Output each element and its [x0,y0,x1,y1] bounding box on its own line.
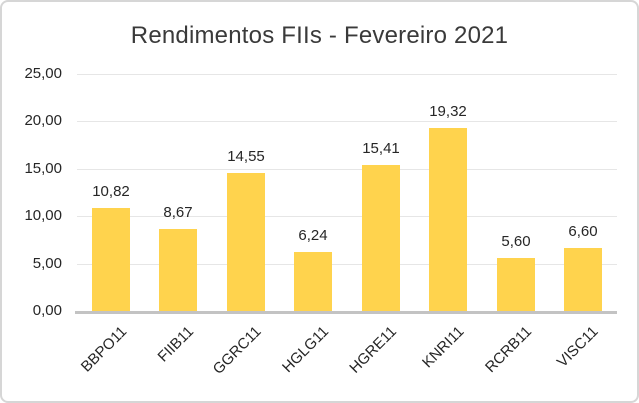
bar-RCRB11[interactable] [497,258,535,311]
bar-value-label: 14,55 [227,148,265,165]
y-tick-label: 15,00 [24,160,62,177]
bar-HGLG11[interactable] [294,252,332,311]
y-tick-label: 20,00 [24,112,62,129]
y-tick-label: 10,00 [24,207,62,224]
x-category-label: HGLG11 [278,323,333,377]
x-category-label: HGRE11 [346,323,401,377]
bar-FIIB11[interactable] [159,229,197,311]
chart-title: Rendimentos FIIs - Fevereiro 2021 [130,22,509,49]
gridline [77,264,617,265]
bar-value-label: 5,60 [501,233,531,250]
gridline [77,169,617,170]
bar-VISC11[interactable] [564,248,602,311]
x-category-label: FIIB11 [154,323,198,366]
gridline [77,121,617,122]
x-category-label: RCRB11 [481,323,536,377]
x-category-label: VISC11 [554,323,603,371]
y-tick-label: 0,00 [32,302,62,319]
y-tick-label: 5,00 [32,255,62,272]
bar-BBPO11[interactable] [92,208,130,311]
bar-value-label: 6,60 [568,223,598,240]
bar-value-label: 15,41 [362,140,400,157]
x-axis-line [75,311,617,314]
x-category-label: GGRC11 [210,323,266,378]
y-tick-label: 25,00 [24,65,62,82]
bar-HGRE11[interactable] [362,165,400,311]
bar-value-label: 6,24 [298,227,328,244]
x-category-label: KNRI11 [418,323,468,372]
bar-KNRI11[interactable] [429,128,467,311]
gridline [77,216,617,217]
gridline [77,74,617,75]
bar-GGRC11[interactable] [227,173,265,311]
bar-value-label: 10,82 [92,183,130,200]
x-category-label: BBPO11 [77,323,131,376]
bar-value-label: 8,67 [163,204,193,221]
bar-value-label: 19,32 [429,103,467,120]
